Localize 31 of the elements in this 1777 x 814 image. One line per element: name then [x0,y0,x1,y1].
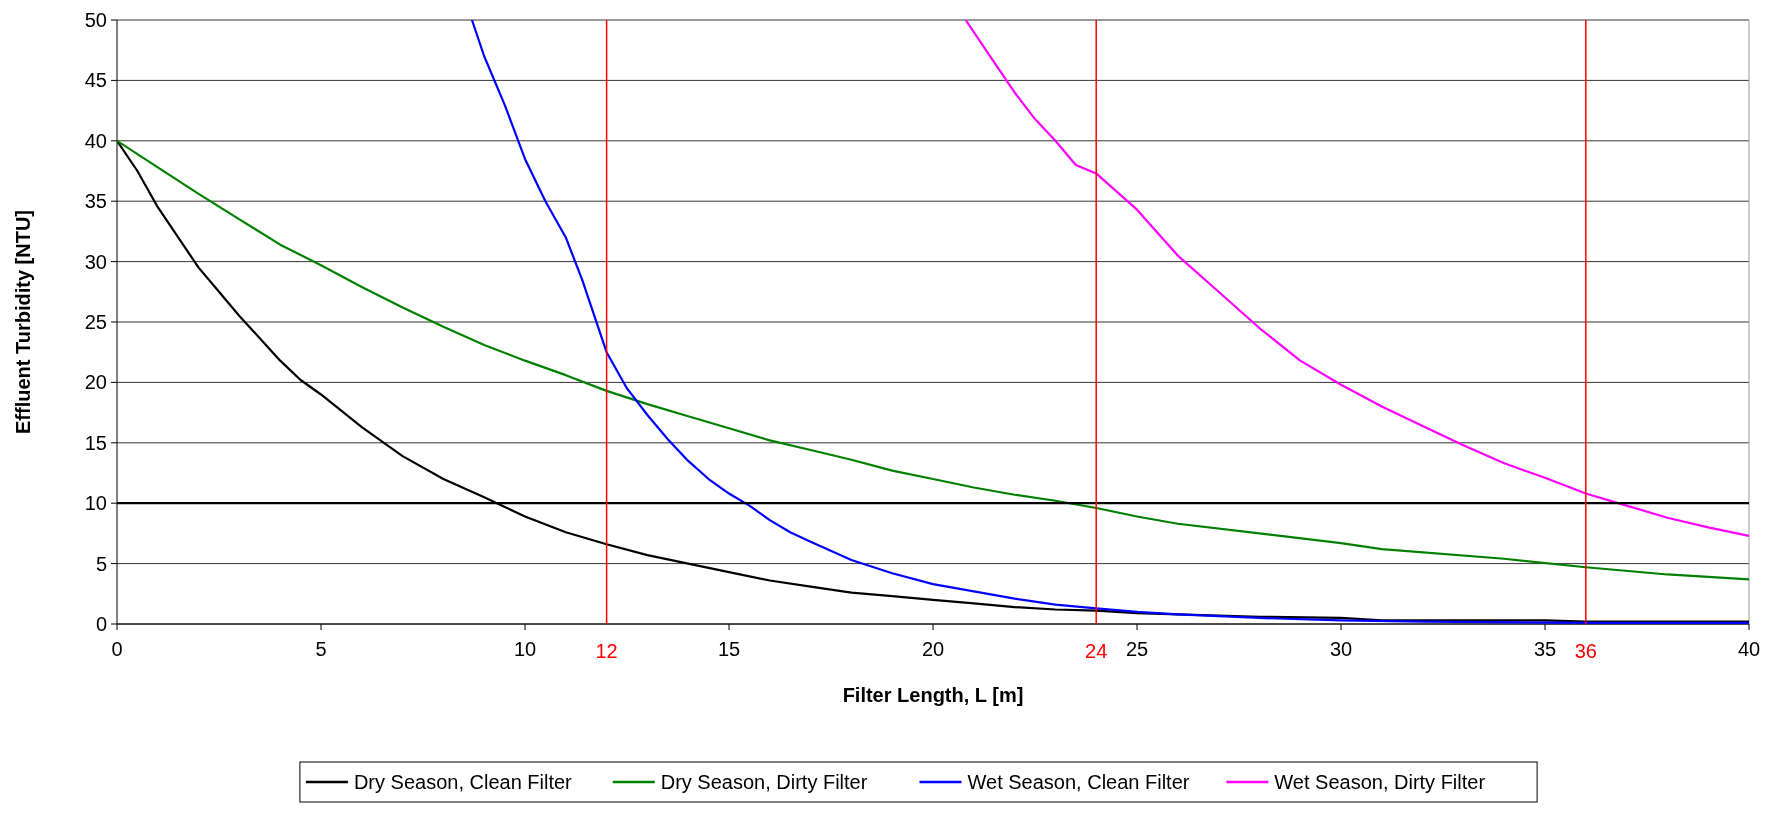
legend-label: Dry Season, Dirty Filter [660,771,868,793]
x-tick-label: 35 [1533,638,1557,660]
ref-line-label: 12 [595,640,618,662]
x-tick-label: 10 [513,638,537,660]
y-tick-label: 0 [95,613,107,635]
y-axis-title: Effluent Turbidity [NTU] [12,209,34,435]
x-tick-label: 30 [1329,638,1353,660]
y-tick-label: 5 [95,552,107,575]
x-tick-label: 0 [111,638,123,660]
ref-line-label: 36 [1574,640,1597,662]
y-tick-label: 30 [84,250,107,273]
y-tick-label: 50 [84,9,107,31]
legend-label: Dry Season, Clean Filter [353,771,573,793]
x-axis-title: Filter Length, L [m] [842,684,1024,706]
line-series [964,20,1749,537]
legend-label: Wet Season, Dirty Filter [1274,771,1486,793]
y-tick-label: 35 [84,190,107,213]
y-tick-label: 15 [84,431,107,454]
x-tick-label: 40 [1737,638,1761,660]
y-tick-label: 40 [84,129,107,152]
y-tick-label: 45 [84,69,107,92]
x-tick-label: 5 [315,638,327,660]
legend-label: Wet Season, Clean Filter [967,771,1190,793]
y-tick-label: 25 [84,311,107,333]
x-tick-label: 25 [1125,638,1149,660]
line-series [470,20,1749,624]
ref-line-label: 24 [1085,640,1108,662]
y-tick-label: 20 [84,371,107,394]
x-tick-label: 20 [921,638,945,660]
x-tick-label: 15 [717,638,741,660]
y-tick-label: 10 [84,492,107,515]
